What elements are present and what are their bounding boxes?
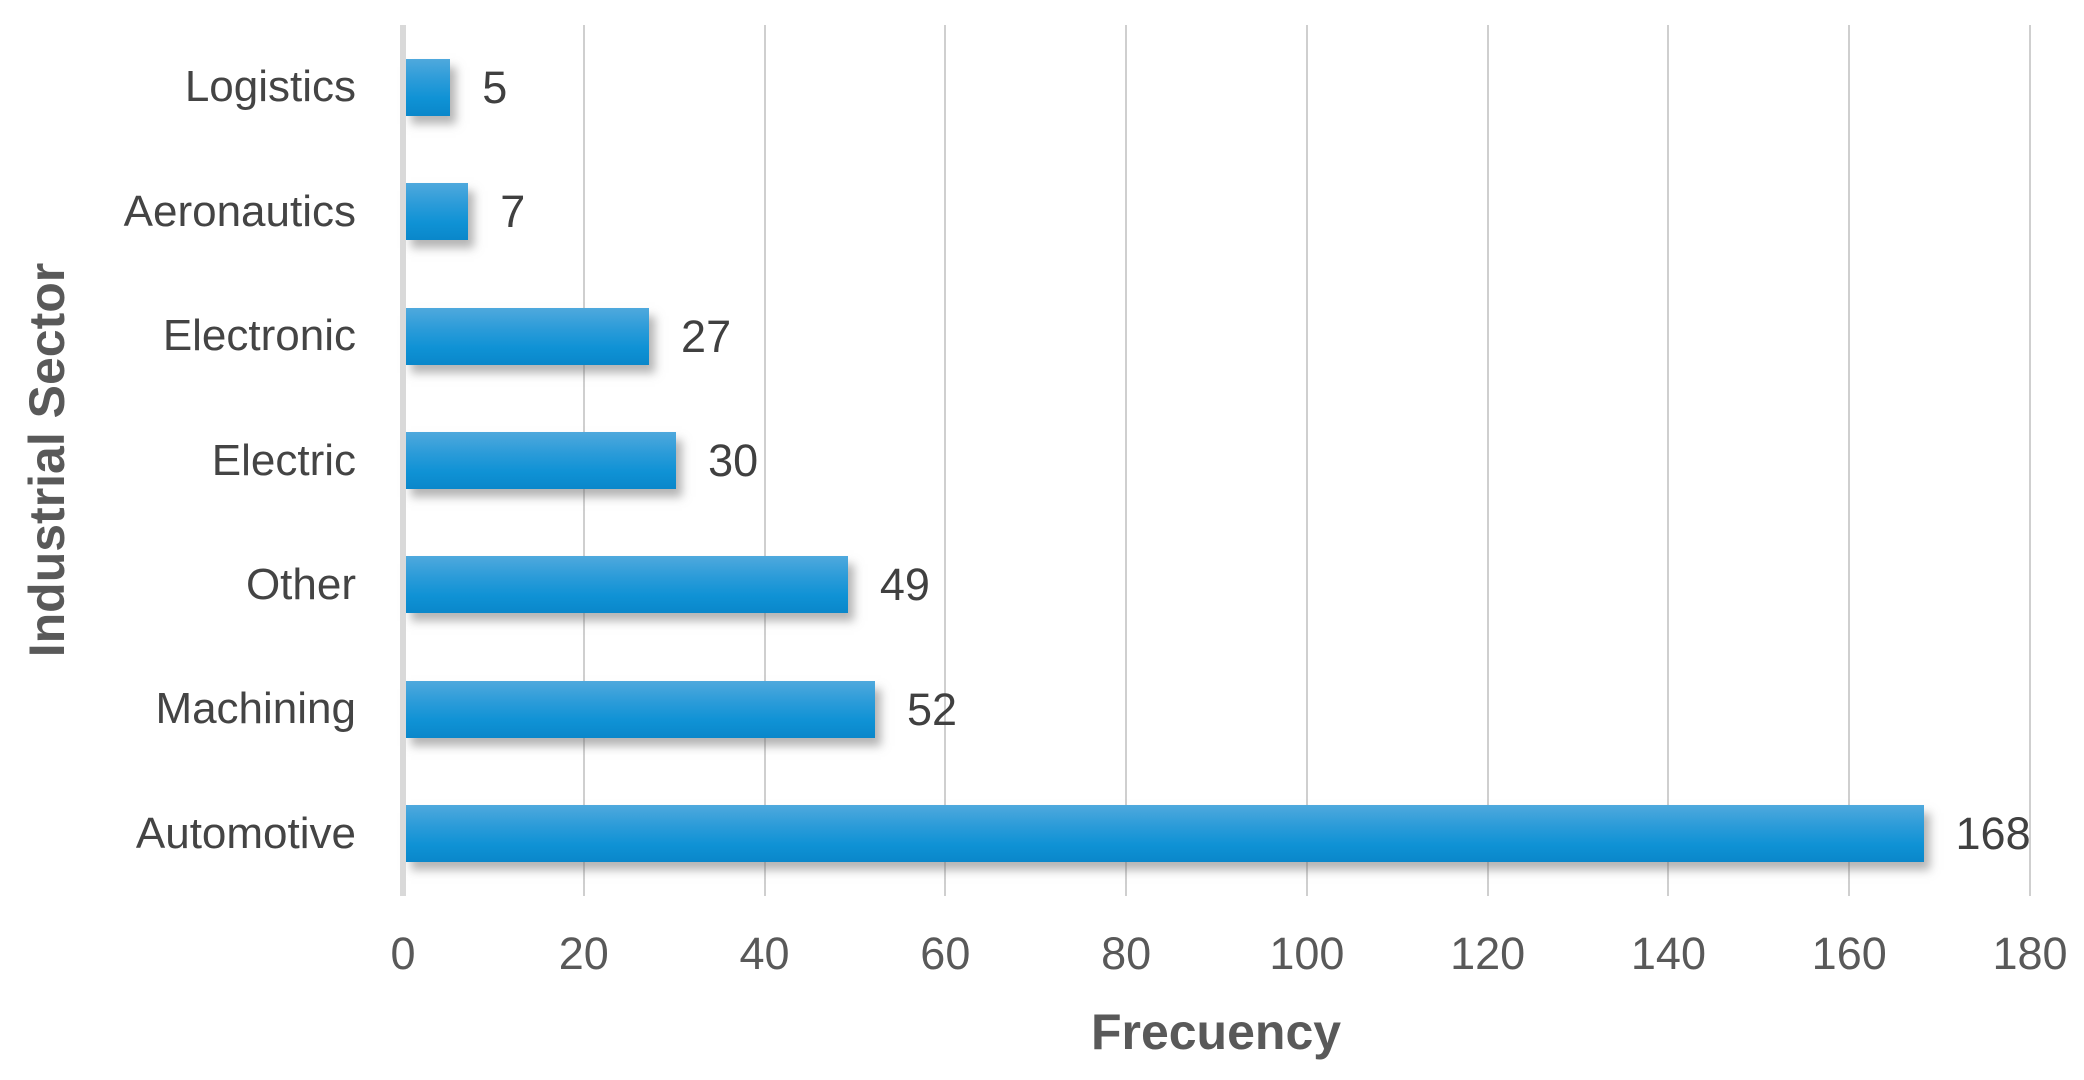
bar-automotive	[405, 805, 1924, 863]
gridline-180	[2029, 25, 2031, 896]
x-tick-label-20: 20	[558, 928, 609, 979]
x-tick-label-160: 160	[1811, 928, 1887, 979]
x-tick-label-60: 60	[920, 928, 971, 979]
value-label-logistics: 5	[482, 61, 508, 113]
category-label-logistics: Logistics	[184, 62, 356, 112]
x-tick-label-120: 120	[1450, 928, 1526, 979]
x-axis-title: Frecuency	[1090, 1004, 1342, 1060]
gridline-140	[1667, 25, 1670, 896]
value-label-other: 49	[879, 559, 930, 611]
x-tick-label-0: 0	[390, 928, 416, 979]
gridline-100	[1305, 25, 1308, 896]
category-label-other: Other	[245, 559, 356, 609]
bar-aeronautics	[405, 183, 469, 241]
value-axis-line	[400, 25, 406, 896]
value-label-electric: 30	[708, 435, 759, 486]
gridline-160	[1848, 25, 1851, 896]
value-label-automotive: 168	[1955, 808, 2031, 860]
gridline-60	[944, 25, 947, 896]
bar-electronic	[405, 307, 650, 365]
category-label-automotive: Automotive	[135, 808, 356, 858]
gridline-40	[763, 25, 766, 896]
x-tick-label-140: 140	[1630, 928, 1706, 979]
gridline-80	[1125, 25, 1128, 896]
x-tick-label-80: 80	[1101, 928, 1152, 979]
bar-logistics	[405, 58, 451, 116]
category-label-aeronautics: Aeronautics	[123, 186, 356, 236]
value-label-electronic: 27	[681, 310, 732, 362]
gridline-120	[1486, 25, 1489, 896]
x-tick-label-180: 180	[1992, 928, 2068, 979]
value-label-machining: 52	[907, 683, 958, 735]
category-label-electronic: Electronic	[162, 311, 356, 361]
category-axis-labels: Logistics Aeronautics Electronic Electric Ot…	[0, 25, 356, 896]
bar-machining	[405, 680, 876, 738]
category-label-machining: Machining	[155, 684, 356, 734]
x-tick-label-100: 100	[1269, 928, 1345, 979]
value-label-aeronautics: 7	[500, 186, 526, 238]
plot-area: 5 7 27 30 49 52 168	[400, 25, 2031, 896]
category-label-electric: Electric	[211, 435, 356, 485]
bar-electric	[405, 432, 677, 489]
x-tick-label-40: 40	[739, 928, 790, 979]
bar-other	[405, 556, 848, 614]
